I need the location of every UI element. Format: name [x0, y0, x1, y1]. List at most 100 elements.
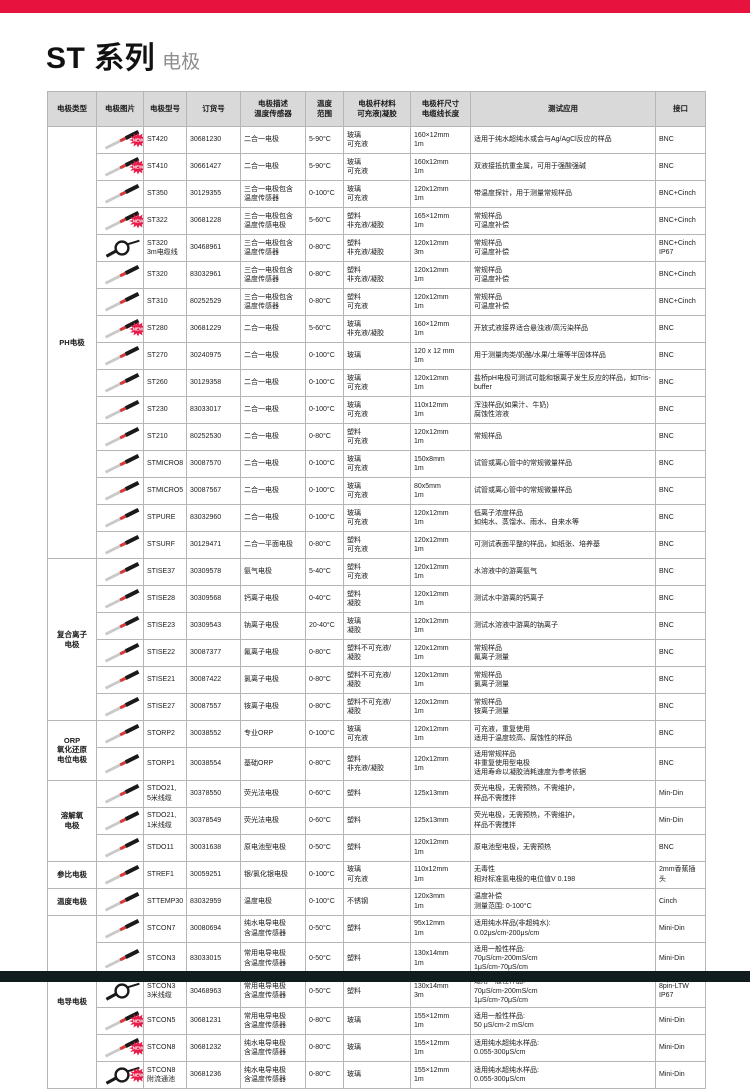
cell-port: BNC — [655, 504, 706, 532]
cell-port: BNC — [655, 639, 706, 667]
electrode-photo-cell — [96, 941, 144, 976]
cell-order: 83033015 — [186, 941, 241, 976]
cell-order: 30087422 — [186, 666, 241, 694]
cell-model: ST230 — [143, 396, 187, 424]
cell-temp: 0-80°C — [305, 1061, 344, 1089]
cell-port: BNC — [655, 396, 706, 424]
cell-desc: 三合一电极包含 温度传感器 — [240, 180, 306, 208]
electrode-photo-cell — [96, 288, 144, 316]
cell-temp: 0-100°C — [305, 887, 344, 916]
cell-order: 30240975 — [186, 342, 241, 370]
table-row: ST310 80252529 三合一电极包含 温度传感器 0-80°C 塑料 可充液 12… — [48, 288, 706, 316]
cell-desc: 专业ORP — [240, 720, 306, 748]
cell-size: 120x12mm 1m — [410, 833, 471, 862]
cell-port: BNC — [655, 477, 706, 505]
col-header-order: 订货号 — [186, 91, 241, 127]
cell-desc: 二合一电极 — [240, 126, 306, 154]
cell-desc: 二合一电极 — [240, 153, 306, 181]
col-header-size: 电极杆尺寸 电缆线长度 — [410, 91, 471, 127]
electrode-photo-cell — [96, 779, 144, 808]
cell-temp: 0-100°C — [305, 396, 344, 424]
table-row: STDO21, 1米线缆 30378549 荧光法电极 0-60°C 塑料 125x13m… — [48, 806, 706, 835]
cell-size: 120x12mm 1m — [410, 504, 471, 532]
cell-desc: 原电池型电极 — [240, 833, 306, 862]
spec-table-body: PH电极 NEW ST420 30681230 二合一电极 5-90°C 玻璃 可充液 160… — [47, 126, 706, 1089]
cell-size: 160×12mm 1m — [410, 126, 471, 154]
cell-desc: 常用电导电极 含温度传感器 — [240, 941, 306, 976]
electrode-photo-cell — [96, 833, 144, 862]
electrode-type-label: 温度电极 — [47, 887, 97, 916]
electrode-type-label: 复合离子 电极 — [47, 558, 97, 721]
electrode-photo-cell — [96, 558, 144, 586]
electrode-photo-cell — [96, 887, 144, 916]
table-row: NEW ST280 30681229 二合一电极 5-60°C 玻璃 非充液/凝胶 160×… — [48, 315, 706, 343]
cell-order: 30038554 — [186, 747, 241, 781]
cell-desc: 基础ORP — [240, 747, 306, 781]
cell-model: ST410 — [143, 153, 187, 181]
cell-app: 双液接抵抗重金属，可用于强酸强碱 — [470, 153, 656, 181]
cell-material: 玻璃 可充液 — [343, 180, 411, 208]
header-row: 电极类型 电极图片 电极型号 订货号 电极描述 温度传感器 温度 范围 电极杆材… — [47, 91, 706, 127]
cell-temp: 0-80°C — [305, 1007, 344, 1036]
cell-temp: 0-50°C — [305, 941, 344, 976]
cell-app: 测试水中游离的钙离子 — [470, 585, 656, 613]
cell-model: STPURE — [143, 504, 187, 532]
cell-port: BNC — [655, 315, 706, 343]
cell-model: ST320 3m电缆线 — [143, 234, 187, 262]
cell-material: 玻璃 — [343, 1007, 411, 1036]
electrode-photo-cell — [96, 261, 144, 289]
cell-size: 120x12mm 1m — [410, 423, 471, 451]
cell-temp: 0-100°C — [305, 450, 344, 478]
electrode-probe-icon — [104, 669, 140, 690]
spec-table: 电极类型 电极图片 电极型号 订货号 电极描述 温度传感器 温度 范围 电极杆材… — [47, 91, 706, 1089]
cell-model: STCON5 — [143, 1007, 187, 1036]
cell-temp: 0-80°C — [305, 531, 344, 559]
cell-app: 适用纯水样品(非超纯水): 0.02μs/cm-200μs/cm — [470, 914, 656, 943]
cell-desc: 常用电导电极 含温度传感器 — [240, 1007, 306, 1036]
page-title-main: ST 系列 — [46, 42, 156, 75]
cell-port: Mini-Din — [655, 914, 706, 943]
electrode-photo-cell — [96, 806, 144, 835]
cell-material: 塑料 可充液 — [343, 531, 411, 559]
electrode-probe-icon — [104, 210, 140, 231]
cell-material: 塑料 非充液/凝胶 — [343, 261, 411, 289]
cell-order: 30038552 — [186, 720, 241, 748]
table-row: ST320 83032961 三合一电极包含 温度传感器 0-80°C 塑料 非充液/凝… — [48, 261, 706, 289]
cell-order: 80252530 — [186, 423, 241, 451]
cell-desc: 二合一电极 — [240, 450, 306, 478]
electrode-cable-coil-icon — [105, 982, 140, 1001]
cell-temp: 0-40°C — [305, 585, 344, 613]
cell-material: 玻璃 可充液 — [343, 450, 411, 478]
electrode-probe-icon — [104, 918, 140, 939]
cell-desc: 二合一电极 — [240, 315, 306, 343]
cell-order: 30309568 — [186, 585, 241, 613]
cell-order: 30129358 — [186, 369, 241, 397]
electrode-photo-cell — [96, 234, 144, 262]
cell-port: BNC — [655, 369, 706, 397]
cell-order: 30129471 — [186, 531, 241, 559]
cell-port: Min-Din — [655, 779, 706, 808]
electrode-photo-cell — [96, 639, 144, 667]
cell-app: 荧光电极，无需预热，不需维护， 样品不需搅拌 — [470, 779, 656, 808]
cell-temp: 0-80°C — [305, 234, 344, 262]
table-row: ORP 氧化还原 电位电极 STORP2 30038552 专业ORP 0-100°C 玻… — [47, 720, 706, 781]
cell-size: 120x12mm 1m — [410, 639, 471, 667]
electrode-probe-icon — [104, 183, 140, 204]
cell-order: 30681231 — [186, 1007, 241, 1036]
table-row: STISE27 30087557 铵离子电极 0-80°C 塑料不可充液/ 凝胶 120x… — [48, 693, 706, 721]
cell-model: STSURF — [143, 531, 187, 559]
top-accent-bar — [0, 0, 750, 13]
cell-order: 30378549 — [186, 806, 241, 835]
electrode-photo-cell: NEW — [96, 207, 144, 235]
table-row: NEW STCON8 附流通池 30681236 纯水电导电极 含温度传感器 0-80°… — [48, 1061, 706, 1089]
cell-app: 荧光电极，无需预热，不需维护， 样品不需搅拌 — [470, 806, 656, 835]
table-row: NEW ST322 30681228 三合一电极包含 温度传感电极 5-60°C 塑料 非… — [48, 207, 706, 235]
table-row: NEW STCON8 30681232 纯水电导电极 含温度传感器 0-80°C 玻璃 15… — [48, 1034, 706, 1063]
cell-desc: 荧光法电极 — [240, 779, 306, 808]
cell-material: 塑料不可充液/ 凝胶 — [343, 666, 411, 694]
cell-temp: 5-60°C — [305, 207, 344, 235]
cell-order: 30468961 — [186, 234, 241, 262]
page-title-sub: 电极 — [162, 52, 201, 73]
cell-desc: 二合一平面电极 — [240, 531, 306, 559]
electrode-probe-icon — [104, 264, 140, 285]
